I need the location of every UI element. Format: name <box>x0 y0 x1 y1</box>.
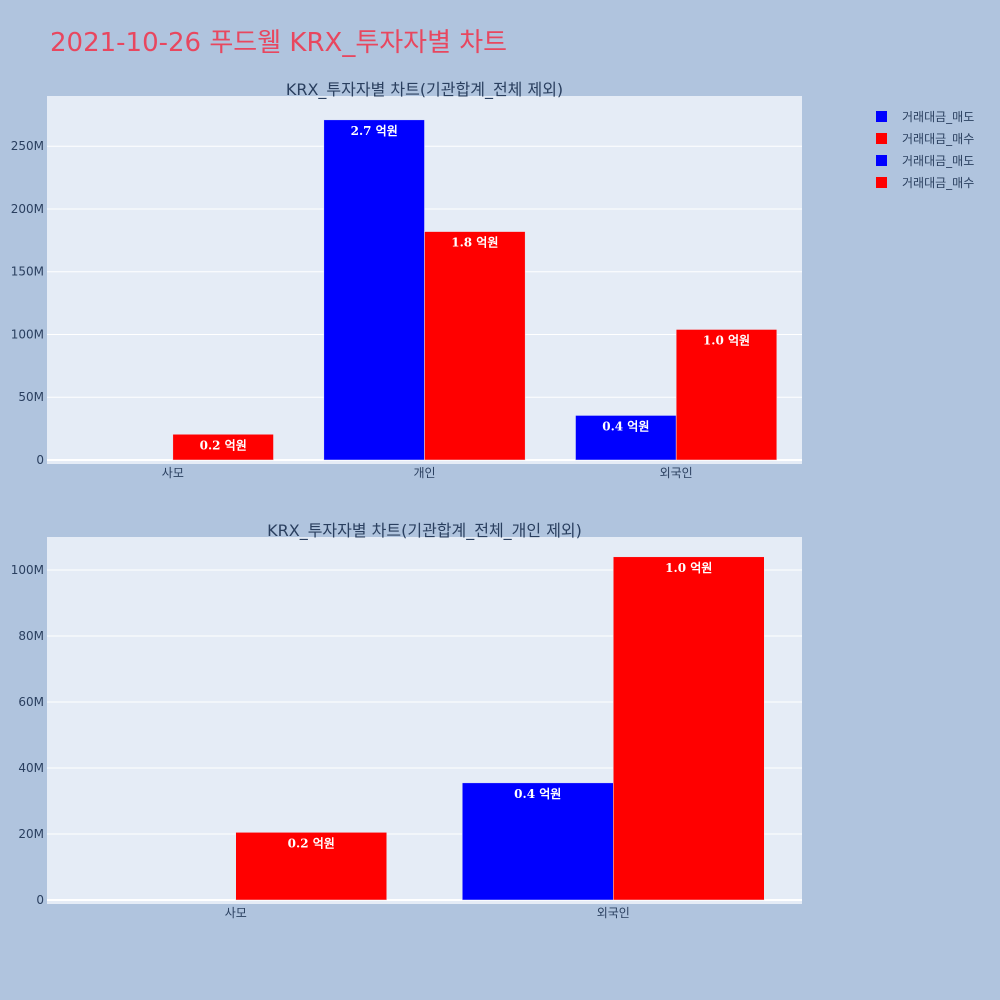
y-tick-label: 150M <box>11 265 44 279</box>
x-tick-label: 사모 <box>162 466 184 480</box>
legend-swatch-sell <box>876 110 887 122</box>
y-tick-label: 40M <box>18 761 44 775</box>
data-label: 1.0 억원 <box>665 561 712 575</box>
legend-swatch-sell <box>876 154 887 166</box>
legend-swatch-buy <box>876 132 887 144</box>
y-tick-label: 100M <box>11 563 44 577</box>
bar-buy <box>424 231 526 461</box>
bar-buy <box>675 329 778 461</box>
data-label: 0.4 억원 <box>602 419 649 433</box>
legend-label: 거래대금_매도 <box>902 109 975 124</box>
legend-swatch-buy <box>876 176 887 188</box>
page-title: 2021-10-26 푸드웰 KRX_투자자별 차트 <box>50 28 508 58</box>
legend-item-buy-2[interactable]: 거래대금_매수 <box>876 171 974 193</box>
legend-label: 거래대금_매수 <box>902 131 975 146</box>
data-label: 1.0 억원 <box>703 333 750 347</box>
legend-item-sell-1[interactable]: 거래대금_매도 <box>876 105 974 127</box>
x-tick-label: 외국인 <box>660 466 693 480</box>
x-tick-label: 사모 <box>225 906 247 920</box>
legend-label: 거래대금_매수 <box>902 175 975 190</box>
bar-sell <box>575 415 677 461</box>
y-tick-label: 50M <box>18 390 44 404</box>
bar-sell <box>323 119 425 461</box>
legend: 거래대금_매도 거래대금_매수 거래대금_매도 거래대금_매수 <box>876 105 974 193</box>
x-tick-label: 외국인 <box>597 906 630 920</box>
y-tick-label: 0 <box>36 453 44 467</box>
legend-item-sell-2[interactable]: 거래대금_매도 <box>876 149 974 171</box>
bar-buy <box>613 556 765 901</box>
data-label: 0.2 억원 <box>288 836 335 850</box>
y-tick-label: 100M <box>11 327 44 341</box>
y-tick-label: 60M <box>18 695 44 709</box>
subplot-title: KRX_투자자별 차트(기관합계_전체 제외) <box>286 80 563 100</box>
legend-item-buy-1[interactable]: 거래대금_매수 <box>876 127 974 149</box>
bar-buy <box>172 434 274 461</box>
data-label: 1.8 억원 <box>451 236 498 250</box>
y-tick-label: 20M <box>18 827 44 841</box>
subplot-title: KRX_투자자별 차트(기관합계_전체_개인 제외) <box>267 521 582 541</box>
data-label: 2.7 억원 <box>351 124 398 138</box>
y-tick-label: 0 <box>36 893 44 907</box>
data-label: 0.2 억원 <box>200 438 247 452</box>
y-tick-label: 250M <box>11 139 44 153</box>
legend-label: 거래대금_매도 <box>902 153 975 168</box>
bar-sell <box>462 782 614 901</box>
y-tick-label: 80M <box>18 629 44 643</box>
bar-buy <box>235 832 387 901</box>
y-tick-label: 200M <box>11 202 44 216</box>
data-label: 0.4 억원 <box>514 787 561 801</box>
x-tick-label: 개인 <box>413 466 435 480</box>
